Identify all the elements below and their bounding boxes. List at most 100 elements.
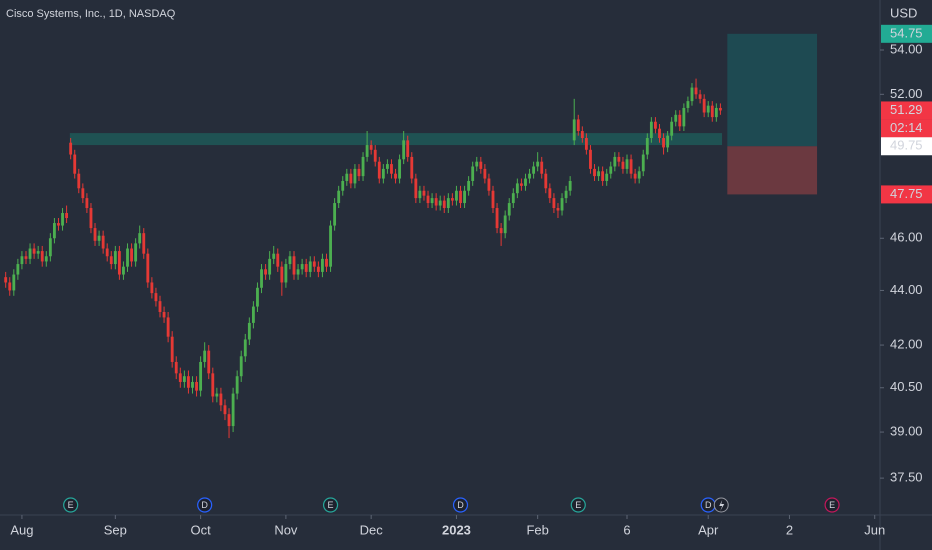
candle-body [515,183,519,194]
x-tick-label: 2 [786,522,793,537]
candle-body [442,200,446,209]
candle-body [337,190,341,204]
candle-body [459,190,462,204]
candle-body [251,306,255,323]
candle-body [544,173,548,189]
x-tick-label: 2023 [442,522,471,537]
candle-body [434,198,438,206]
entry-label: 49.75 [890,138,923,153]
candle-body [540,161,544,174]
x-tick-label: Aug [10,522,33,537]
event-badge [322,497,339,513]
candle-body [410,156,414,179]
candle-body [195,381,198,391]
candle-body [710,105,714,118]
candle-body [20,256,24,265]
candle-body [101,235,105,249]
candle-body [4,277,8,283]
event-badge [452,497,469,513]
candle-body [524,178,527,186]
candle-body [373,149,377,162]
y-tick-label: 37.50 [890,470,923,485]
event-label: E [328,500,334,510]
candle-body [718,107,722,111]
zone [69,133,723,146]
event-badge [570,497,586,513]
candle-body [633,173,637,179]
candle-body [353,168,357,184]
target-label: 54.75 [890,25,923,40]
x-tick-label: Jun [864,522,885,537]
candle-body [199,361,203,391]
candle-body [479,161,483,169]
candle-body [455,190,458,201]
candle-body [28,248,32,259]
candle-body [430,198,434,204]
candle-body [572,119,576,141]
candle-body [402,140,406,160]
split-icon [719,500,725,511]
candle-body [503,215,507,234]
event-label: D [201,500,208,510]
candle-body [256,287,259,307]
candle-body [357,168,361,177]
candle-body [316,266,320,272]
y-tick-label: 42.00 [890,336,923,351]
candle-body [682,107,686,127]
candle-body [48,238,52,257]
candle-body [105,248,109,257]
candle-body [312,261,316,267]
candle-body [211,373,215,397]
chart-title: Cisco Systems, Inc., 1D, NASDAQ [6,8,176,20]
candle-body [146,253,150,283]
candle-body [564,190,568,199]
event-label: E [68,500,74,510]
candle-body [621,161,625,169]
candle-body [528,173,531,179]
stop-label-bg [881,185,932,204]
currency: USD [890,5,917,20]
candle-body [158,301,162,312]
candle-body [191,381,194,388]
candle-body [341,180,345,191]
candle-body [16,264,20,275]
candle-body [44,256,48,262]
candle-body [138,233,142,244]
candle-body [77,173,81,189]
event-label: E [829,500,835,510]
candle-body [349,173,353,184]
candle-body [361,156,365,177]
candle-body [243,339,247,357]
candle-body [609,166,613,174]
y-tick-label: 52.00 [890,86,923,101]
candle-body [329,225,332,267]
candle-body [117,251,121,275]
candle-body [706,105,710,113]
candle-body [227,414,231,427]
candle-body [463,190,466,204]
candle-body [130,248,133,262]
candle-body [154,293,158,302]
event-label: D [705,500,712,510]
candle-body [142,233,146,254]
candle-body [662,138,665,148]
candle-body [325,258,328,267]
candle-body [426,195,430,204]
candle-body [247,322,251,340]
candle-body [422,190,426,196]
position-loss [727,146,818,195]
candle-body [345,173,349,181]
y-tick-label: 46.00 [890,230,923,245]
candle-body [625,159,629,169]
candle-body [584,138,588,150]
candle-body [418,190,422,199]
stop-label: 47.75 [890,186,923,201]
candle-body [113,251,117,265]
candle-body [73,154,77,174]
x-tick-label: Oct [190,522,211,537]
candle-body [219,393,223,406]
entry-label-bg [881,137,932,156]
countdown: 02:14 [890,120,923,135]
candle-body [645,138,649,155]
candle-body [150,282,154,294]
